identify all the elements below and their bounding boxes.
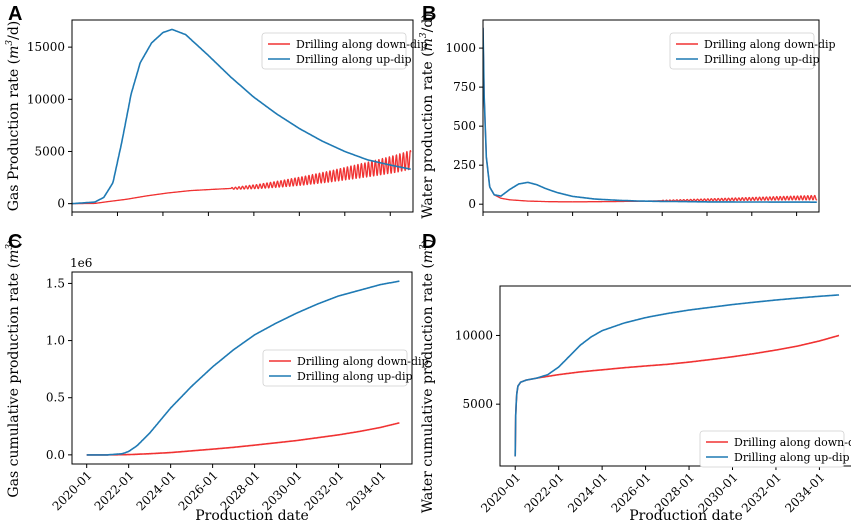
x-tick-label: 2024-01 [134,468,179,513]
x-tick-label: 2020-01 [478,470,523,515]
y-tick-label: 5000 [34,144,65,158]
panel-label: A [8,3,22,25]
axes-frame [499,285,851,467]
axes-frame [482,19,820,213]
y-axis-label: Water production rate (m3/d) [419,13,436,219]
x-axis-label: Production date [629,508,743,524]
axes-frame [71,19,414,213]
y-axis-label: Gas Production rate (m3/d) [5,21,22,212]
legend-label: Drilling along down-dip [734,436,851,449]
y-tick-label: 5000 [462,397,493,411]
series-line-up-dip [72,28,412,205]
y-tick-label: 0.5 [46,391,65,405]
y-tick-label: 15000 [27,40,65,54]
series-group [483,27,818,203]
x-tick-label: 2028-01 [218,468,263,513]
series-line-down-dip [86,422,400,456]
x-tick-label: 2034-01 [343,468,388,513]
y-tick-label: 1000 [445,41,476,55]
y-axis-label: Gas cumulative production rate (m3) [5,238,22,497]
legend-label: Drilling along down-dip [296,38,428,51]
x-axis-label: Production date [195,508,309,524]
series-line-up-dip [86,280,400,456]
series-line-up-dip [483,27,818,203]
series-group [86,280,400,456]
panel-C: C 0.0 0.5 1.0 1.5 2020-012022-012024-012026-0… [5,231,429,524]
y-tick-label: 0 [468,197,476,211]
y-tick-label: 10000 [455,328,493,342]
legend-box [261,32,407,70]
y-tick-label: 500 [453,119,476,133]
y-tick-label: 1.0 [46,334,65,348]
legend: Drilling along down-dip Drilling along up… [669,32,836,70]
legend-box [699,430,845,468]
series-line-down-dip [514,334,840,457]
axes-frame [71,271,413,465]
panel-A: A 0 5000 10000 15000 Gas Production rate (m3/… [5,3,428,216]
legend: Drilling along down-dip Drilling along up… [262,349,429,387]
series-group [72,28,412,205]
legend-label: Drilling along up-dip [704,53,820,66]
y-tick-label: 250 [453,158,476,172]
legend-label: Drilling along up-dip [734,451,850,464]
x-tick-label: 2024-01 [565,470,610,515]
x-tick-label: 2032-01 [739,470,784,515]
legend: Drilling along down-dip Drilling along up… [699,430,851,468]
series-line-up-dip [514,294,840,457]
panel-label: B [422,3,436,25]
series-line-down-dip [72,150,412,205]
y-tick-label: 0 [57,197,65,211]
panel-label: C [8,231,22,253]
x-tick-label: 2020-01 [50,468,95,513]
panel-B: B 0 250 500 750 1000 Water production rate (m3… [419,3,836,219]
x-tick-label: 2022-01 [92,468,137,513]
x-tick-label: 2032-01 [301,468,346,513]
panel-D: D5000100002020-012022-012024-012026-0120… [419,231,851,524]
x-tick-label: 2022-01 [522,470,567,515]
legend-label: Drilling along up-dip [296,53,412,66]
legend-label: Drilling along down-dip [704,38,836,51]
legend-label: Drilling along up-dip [297,370,413,383]
x-tick-label: 2034-01 [782,470,827,515]
y-tick-label: 10000 [27,92,65,106]
y-axis-label: Water cumulative production rate (m3) [419,239,436,514]
y-tick-label: 750 [453,80,476,94]
y-tick-label: 0.0 [46,448,65,462]
panel-label: D [422,231,436,253]
legend-label: Drilling along down-dip [297,355,429,368]
series-group [514,294,840,457]
x-tick-label: 2030-01 [260,468,305,513]
offset-text: 1e6 [70,256,92,270]
legend-box [669,32,815,70]
x-tick-label: 2026-01 [176,468,221,513]
legend-box [262,349,408,387]
y-tick-label: 1.5 [46,276,65,290]
legend: Drilling along down-dip Drilling along up… [261,32,428,70]
